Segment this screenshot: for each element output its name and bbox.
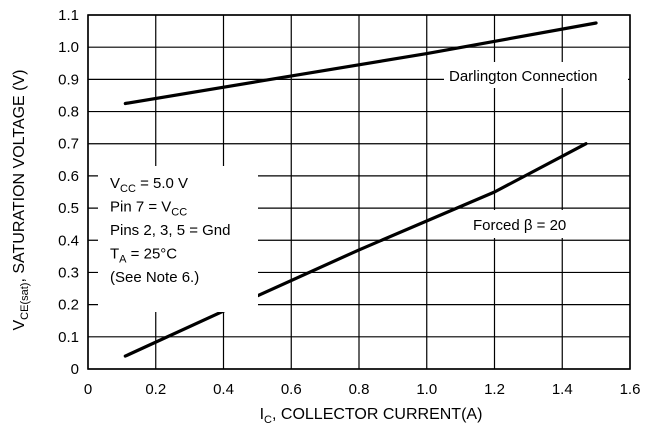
darlington-label-background	[444, 62, 628, 88]
plot-frame	[87, 14, 631, 370]
y-axis-title: VCE(sat), SATURATION VOLTAGE (V)	[11, 69, 31, 330]
y-tick-label-7: 0.7	[58, 136, 79, 153]
y-tick-label-8: 0.8	[58, 104, 79, 121]
x-tick-label-2: 0.4	[213, 381, 234, 398]
y-tick-label-3: 0.3	[58, 264, 79, 281]
condition-line-0: VCC = 5.0 V	[110, 175, 188, 195]
x-axis-title-sub: C	[264, 414, 272, 426]
y-tick-label-4: 0.4	[58, 232, 79, 249]
y-tick-label-9: 0.9	[58, 71, 79, 88]
beta-label-background	[464, 210, 582, 238]
series-group	[123, 21, 598, 358]
x-tick-label-5: 1.0	[416, 381, 437, 398]
x-axis-title-main: I	[260, 406, 264, 423]
y-tick-label-10: 1.0	[58, 39, 79, 56]
y-axis-title-main: V	[11, 320, 28, 331]
series-line-0	[123, 21, 598, 106]
x-axis-title-rest: , COLLECTOR CURRENT(A)	[272, 406, 482, 423]
y-tick-label-11: 1.1	[58, 7, 79, 24]
condition-line-3: TA = 25°C	[110, 246, 177, 266]
x-tick-label-0: 0	[84, 381, 92, 398]
series-line-1	[123, 142, 588, 358]
x-tick-label-7: 1.4	[552, 381, 573, 398]
condition-line-4: (See Note 6.)	[110, 269, 199, 286]
conditions-note-background	[98, 166, 258, 312]
y-tick-label-2: 0.2	[58, 297, 79, 314]
y-tick-label-1: 0.1	[58, 329, 79, 346]
y-tick-label-6: 0.6	[58, 168, 79, 185]
series-label-darlington: Darlington Connection	[449, 68, 597, 85]
x-axis-title: IC, COLLECTOR CURRENT(A)	[260, 406, 483, 426]
y-axis-title-rest: , SATURATION VOLTAGE (V)	[11, 69, 28, 282]
y-tick-label-0: 0	[71, 361, 79, 378]
x-tick-label-6: 1.2	[484, 381, 505, 398]
conditions-note: VCC = 5.0 V Pin 7 = VCC Pins 2, 3, 5 = Gnd…	[110, 175, 231, 286]
x-tick-label-8: 1.6	[620, 381, 641, 398]
series-label-forced-beta: Forced β = 20	[473, 217, 566, 234]
condition-line-2: Pins 2, 3, 5 = Gnd	[110, 222, 231, 239]
x-tick-label-1: 0.2	[145, 381, 166, 398]
tick-labels: 0 0.2 0.4 0.6 0.8 1.0 1.2 1.4 1.6 0 0.1 0.2 0.3 0.4 0.…	[58, 7, 640, 398]
x-tick-label-4: 0.8	[349, 381, 370, 398]
condition-line-1: Pin 7 = VCC	[110, 199, 187, 219]
x-tick-label-3: 0.6	[281, 381, 302, 398]
y-axis-title-sub: CE(sat)	[19, 283, 31, 320]
y-tick-label-5: 0.5	[58, 200, 79, 217]
